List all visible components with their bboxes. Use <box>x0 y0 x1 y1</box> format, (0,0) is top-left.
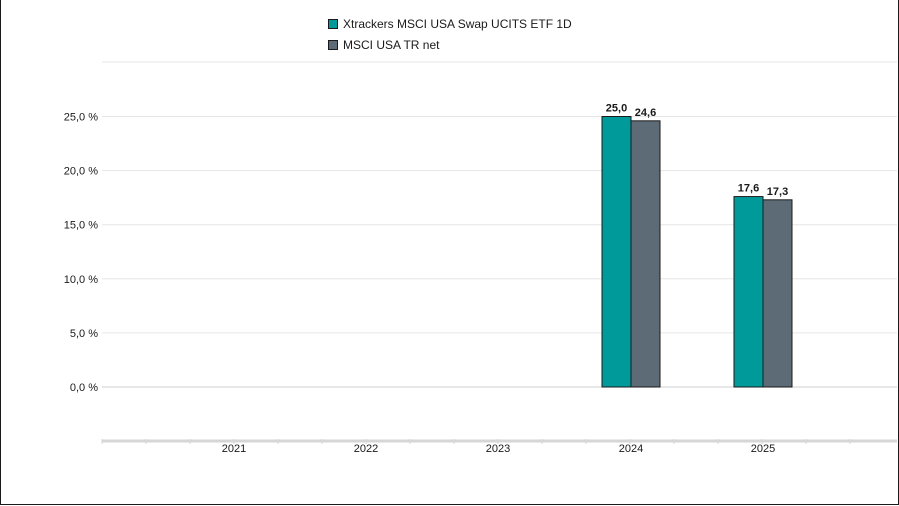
y-tick-label: 15,0 % <box>64 220 98 232</box>
y-tick-label: 25,0 % <box>64 112 98 124</box>
bar-etf-2024 <box>601 116 632 388</box>
x-tick-label: 2025 <box>751 443 775 455</box>
y-tick-label: 0,0 % <box>70 382 98 394</box>
legend-label-index: MSCI USA TR net <box>343 38 440 52</box>
legend-swatch-etf <box>328 19 338 29</box>
bar-index-2024 <box>630 120 661 388</box>
bar-etf-2025 <box>733 196 764 388</box>
data-label: 25,0 <box>606 103 627 115</box>
x-tick-label: 2021 <box>222 443 246 455</box>
legend-item-etf: Xtrackers MSCI USA Swap UCITS ETF 1D <box>328 16 572 32</box>
data-label: 17,3 <box>767 186 788 198</box>
legend-label-etf: Xtrackers MSCI USA Swap UCITS ETF 1D <box>343 17 572 31</box>
legend-item-index: MSCI USA TR net <box>328 37 439 53</box>
data-label: 17,6 <box>738 183 759 195</box>
x-tick-label: 2022 <box>354 443 378 455</box>
bar-index-2025 <box>762 199 793 388</box>
y-tick-label: 20,0 % <box>64 166 98 178</box>
x-tick-label: 2023 <box>486 443 510 455</box>
y-tick-label: 5,0 % <box>70 328 98 340</box>
y-tick-label: 10,0 % <box>64 274 98 286</box>
legend-swatch-index <box>328 40 338 50</box>
data-label: 24,6 <box>635 107 656 119</box>
x-tick-label: 2024 <box>619 443 643 455</box>
